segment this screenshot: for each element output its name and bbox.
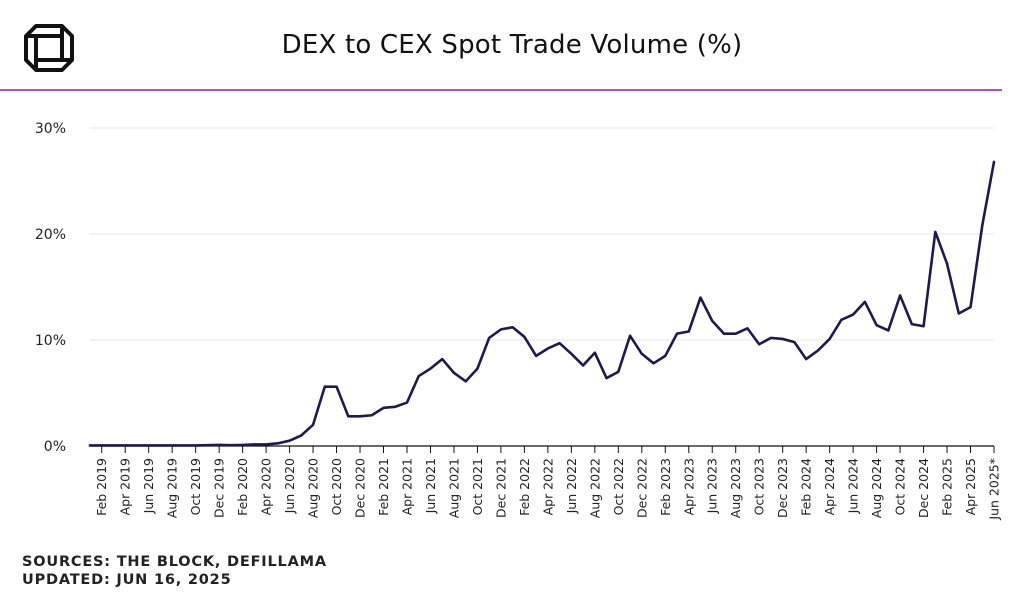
y-tick-label: 10% (35, 333, 66, 349)
x-tick-label: Dec 2022 (634, 458, 649, 518)
y-tick-label: 30% (35, 121, 66, 137)
x-tick-label: Aug 2020 (306, 458, 321, 518)
x-tick-label: Feb 2022 (517, 458, 532, 516)
x-tick-label: Dec 2020 (353, 458, 368, 518)
x-tick-label: Feb 2020 (235, 458, 250, 516)
x-tick-label: Aug 2022 (587, 458, 602, 518)
x-tick-label: Feb 2025 (940, 458, 955, 516)
accent-divider (0, 89, 1002, 91)
x-tick-label: Apr 2021 (399, 458, 414, 515)
x-tick-label: Jun 2025* (987, 458, 1002, 521)
x-tick-label: Apr 2020 (259, 458, 274, 515)
x-tick-label: Jun 2024 (846, 458, 861, 514)
x-tick-label: Dec 2021 (493, 458, 508, 518)
x-tick-label: Feb 2021 (376, 458, 391, 516)
x-tick-label: Oct 2024 (893, 458, 908, 515)
x-tick-label: Jun 2022 (564, 458, 579, 514)
x-tick-label: Apr 2022 (540, 458, 555, 515)
updated-note: UPDATED: JUN 16, 2025 (22, 572, 232, 588)
x-tick-label: Apr 2019 (118, 458, 133, 515)
x-tick-label: Feb 2024 (799, 458, 814, 516)
x-tick-label: Feb 2019 (94, 458, 109, 516)
x-tick-label: Aug 2023 (728, 458, 743, 518)
y-tick-label: 20% (35, 227, 66, 243)
x-tick-label: Apr 2023 (681, 458, 696, 515)
x-tick-label: Apr 2024 (822, 458, 837, 515)
x-tick-label: Jun 2019 (141, 458, 156, 514)
x-tick-label: Oct 2021 (470, 458, 485, 515)
x-tick-label: Oct 2022 (611, 458, 626, 515)
x-tick-label: Feb 2023 (658, 458, 673, 516)
y-tick-label: 0% (44, 439, 66, 455)
x-tick-label: Jun 2020 (282, 458, 297, 514)
x-tick-label: Dec 2024 (916, 458, 931, 518)
chart-footer: SOURCES: THE BLOCK, DEFILLAMA UPDATED: J… (22, 553, 327, 589)
sources-note: SOURCES: THE BLOCK, DEFILLAMA (22, 554, 327, 570)
x-tick-label: Oct 2020 (329, 458, 344, 515)
chart-header: DEX to CEX Spot Trade Volume (%) (0, 0, 1024, 90)
series-line (88, 160, 996, 447)
chart-title: DEX to CEX Spot Trade Volume (%) (281, 30, 743, 60)
x-tick-label: Jun 2023 (705, 458, 720, 514)
x-tick-label: Aug 2019 (165, 458, 180, 518)
x-tick-label: Jun 2021 (423, 458, 438, 514)
x-tick-label: Apr 2025 (963, 458, 978, 515)
the-block-logo-icon (24, 24, 74, 72)
x-tick-label: Dec 2023 (775, 458, 790, 518)
x-tick-label: Aug 2024 (869, 458, 884, 518)
x-tick-label: Dec 2019 (212, 458, 227, 518)
x-tick-label: Aug 2021 (446, 458, 461, 518)
x-tick-label: Oct 2023 (752, 458, 767, 515)
x-tick-label: Oct 2019 (188, 458, 203, 515)
